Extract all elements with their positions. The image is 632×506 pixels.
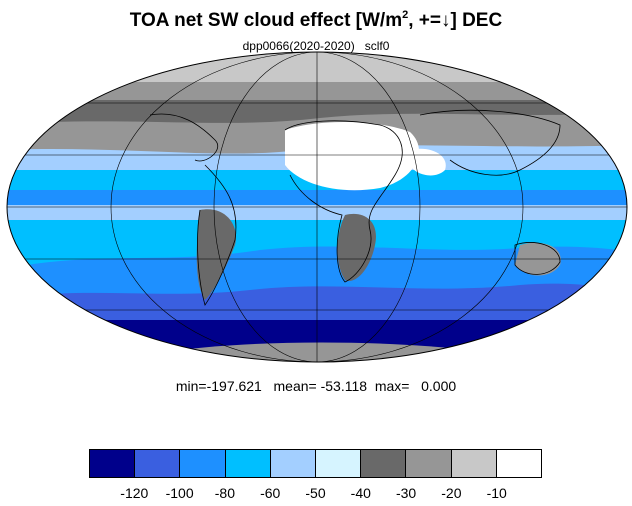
colorbar-label: -80 bbox=[214, 485, 236, 501]
colorbar-label: -30 bbox=[395, 485, 417, 501]
colorbar-box bbox=[135, 450, 181, 477]
coastlines bbox=[149, 109, 561, 306]
map-border bbox=[6, 51, 628, 363]
map-field bbox=[7, 52, 627, 362]
title-superscript: 2 bbox=[402, 9, 409, 21]
colorbar-box bbox=[361, 450, 407, 477]
title-suffix: , +=↓] DEC bbox=[408, 10, 503, 31]
colorbar-box bbox=[496, 450, 542, 477]
colorbar-box bbox=[270, 450, 317, 477]
colorbar-label: -60 bbox=[260, 485, 281, 501]
colorbar-box bbox=[90, 450, 136, 477]
plot-title: TOA net SW cloud effect [W/m2, +=↓] DEC bbox=[0, 9, 632, 32]
colorbar-box bbox=[225, 450, 271, 477]
colorbar-label: -100 bbox=[165, 485, 194, 501]
plot-subtitle: dpp0066(2020-2020) sclf0 bbox=[242, 39, 390, 53]
field-statistics: min=-197.621 mean= -53.118 max= 0.000 bbox=[175, 378, 457, 394]
colorbar-label: -40 bbox=[350, 485, 371, 501]
colorbar-label: -120 bbox=[120, 485, 149, 501]
colorbar bbox=[89, 449, 542, 478]
colorbar-label: -10 bbox=[486, 485, 507, 501]
colorbar-box bbox=[451, 450, 497, 477]
colorbar-label: -50 bbox=[305, 485, 326, 501]
colorbar-box bbox=[180, 450, 226, 477]
colorbar-label: -20 bbox=[441, 485, 462, 501]
title-prefix: TOA net SW cloud effect [W/m bbox=[129, 10, 403, 31]
colorbar-box bbox=[316, 450, 362, 477]
colorbar-box bbox=[406, 450, 452, 477]
graticule bbox=[7, 52, 627, 362]
